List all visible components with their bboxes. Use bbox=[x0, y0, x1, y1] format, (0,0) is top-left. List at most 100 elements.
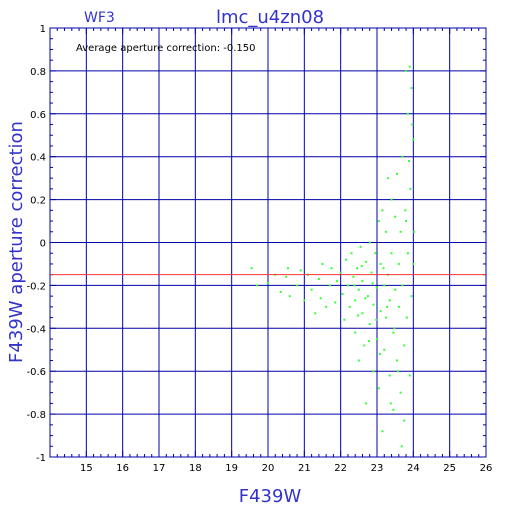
data-point bbox=[325, 305, 328, 308]
data-point bbox=[334, 301, 337, 304]
data-point bbox=[310, 288, 313, 291]
data-point bbox=[321, 262, 324, 265]
y-tick-label: -0.8 bbox=[26, 410, 46, 421]
data-point bbox=[406, 112, 409, 115]
y-tick-label: 0.2 bbox=[30, 196, 46, 207]
data-point bbox=[353, 284, 356, 287]
data-point bbox=[360, 265, 363, 268]
x-tick-label: 16 bbox=[116, 463, 129, 474]
data-point bbox=[401, 284, 404, 287]
data-point bbox=[405, 69, 408, 72]
x-tick-label: 17 bbox=[153, 463, 166, 474]
y-tick-label: 1 bbox=[40, 24, 46, 35]
data-point bbox=[256, 284, 259, 287]
data-point bbox=[378, 353, 381, 356]
x-tick-label: 24 bbox=[407, 463, 420, 474]
x-tick-label: 23 bbox=[371, 463, 384, 474]
data-point bbox=[405, 220, 408, 223]
data-point bbox=[356, 267, 359, 270]
y-tick-label: 0 bbox=[40, 239, 46, 250]
data-point bbox=[377, 220, 380, 223]
data-point bbox=[401, 155, 404, 158]
data-point bbox=[379, 262, 382, 265]
data-point bbox=[381, 430, 384, 433]
data-point bbox=[359, 245, 362, 248]
data-point bbox=[410, 295, 413, 298]
data-point bbox=[299, 269, 302, 272]
data-point bbox=[341, 292, 344, 295]
data-point bbox=[286, 267, 289, 270]
data-point bbox=[328, 284, 331, 287]
data-point bbox=[412, 262, 415, 265]
data-point bbox=[368, 323, 371, 326]
data-point bbox=[405, 316, 408, 319]
x-tick-label: 26 bbox=[480, 463, 493, 474]
y-tick-label: -0.2 bbox=[26, 281, 46, 292]
data-point bbox=[319, 297, 322, 300]
x-tick-label: 25 bbox=[443, 463, 456, 474]
data-point bbox=[379, 310, 382, 313]
data-point bbox=[374, 252, 377, 255]
data-point bbox=[397, 262, 400, 265]
data-point bbox=[357, 359, 360, 362]
data-point bbox=[383, 348, 386, 351]
data-point bbox=[288, 295, 291, 298]
data-point bbox=[385, 230, 388, 233]
x-tick-label: 22 bbox=[334, 463, 347, 474]
data-point bbox=[336, 280, 339, 283]
data-point bbox=[345, 258, 348, 261]
chart-subtitle: WF3 bbox=[84, 10, 115, 26]
x-tick-label: 21 bbox=[298, 463, 311, 474]
x-tick-label: 20 bbox=[262, 463, 275, 474]
data-point bbox=[330, 267, 333, 270]
data-point bbox=[386, 177, 389, 180]
data-point bbox=[381, 209, 384, 212]
y-tick-label: 0.8 bbox=[30, 67, 46, 78]
data-point bbox=[395, 359, 398, 362]
data-point bbox=[361, 280, 364, 283]
x-tick-label: 18 bbox=[189, 463, 202, 474]
data-point bbox=[357, 314, 360, 317]
data-point bbox=[386, 305, 389, 308]
data-point bbox=[409, 187, 412, 190]
data-point bbox=[354, 331, 357, 334]
data-point bbox=[404, 209, 407, 212]
x-tick-labels: 15 16 17 18 19 20 21 22 23 24 25 26 bbox=[80, 463, 492, 474]
data-point bbox=[346, 284, 349, 287]
data-point bbox=[303, 299, 306, 302]
data-point bbox=[408, 65, 411, 68]
x-tick-label: 15 bbox=[80, 463, 93, 474]
y-tick-label: 0.6 bbox=[30, 110, 46, 121]
data-point bbox=[403, 419, 406, 422]
y-tick-label: -0.6 bbox=[26, 367, 46, 378]
data-point bbox=[382, 267, 385, 270]
y-axis-label: F439W aperture correction bbox=[6, 121, 27, 363]
data-point bbox=[383, 284, 386, 287]
data-point bbox=[412, 138, 415, 141]
chart-title: lmc_u4zn08 bbox=[216, 7, 324, 28]
y-tick-label: -0.4 bbox=[26, 324, 46, 335]
data-point bbox=[397, 305, 400, 308]
y-tick-labels: 1 0.8 0.6 0.4 0.2 0 -0.2 -0.4 -0.6 -0.8 -1 bbox=[26, 24, 46, 464]
data-point bbox=[368, 241, 371, 244]
data-point bbox=[397, 370, 400, 373]
data-point bbox=[388, 299, 391, 302]
data-point bbox=[371, 282, 374, 285]
data-point bbox=[370, 271, 373, 274]
data-point bbox=[279, 290, 282, 293]
data-point bbox=[388, 374, 391, 377]
data-point bbox=[314, 312, 317, 315]
data-point bbox=[365, 402, 368, 405]
data-point bbox=[372, 370, 375, 373]
data-point bbox=[408, 374, 411, 377]
data-point bbox=[361, 312, 364, 315]
data-point bbox=[399, 230, 402, 233]
average-correction-annotation: Average aperture correction: -0.150 bbox=[76, 43, 256, 54]
data-point bbox=[350, 252, 353, 255]
grid-lines bbox=[49, 27, 487, 458]
data-point bbox=[390, 198, 393, 201]
y-tick-label: -1 bbox=[36, 453, 46, 464]
data-point bbox=[399, 391, 402, 394]
data-point bbox=[375, 318, 378, 321]
